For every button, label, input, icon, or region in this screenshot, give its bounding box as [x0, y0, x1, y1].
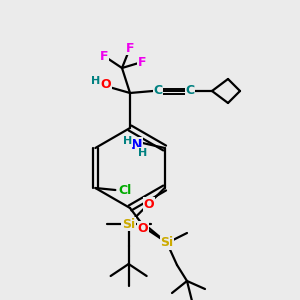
Text: Si: Si — [160, 236, 174, 250]
Text: H: H — [123, 136, 132, 146]
Text: F: F — [100, 50, 108, 62]
Text: H: H — [92, 76, 100, 86]
Text: C: C — [185, 85, 195, 98]
Text: O: O — [143, 197, 154, 211]
Text: C: C — [153, 85, 163, 98]
Text: N: N — [131, 138, 142, 152]
Text: Si: Si — [122, 218, 135, 230]
Text: O: O — [101, 79, 111, 92]
Text: Cl: Cl — [119, 184, 132, 196]
Text: H: H — [138, 148, 147, 158]
Text: O: O — [138, 221, 148, 235]
Text: F: F — [138, 56, 146, 68]
Text: F: F — [126, 41, 134, 55]
